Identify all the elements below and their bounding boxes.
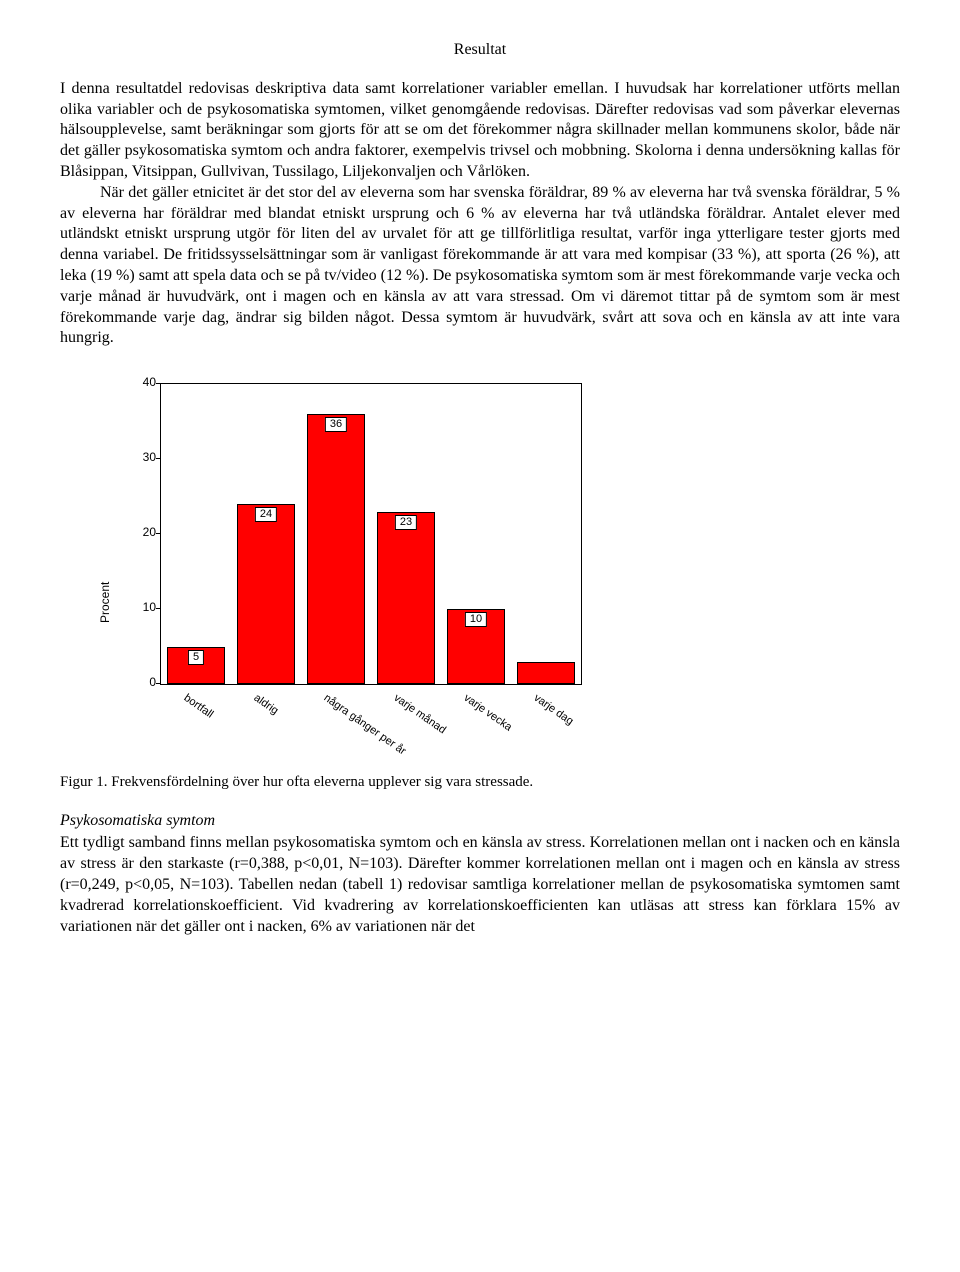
x-tick-label: varje dag — [531, 691, 576, 729]
y-tick-label: 40 — [130, 375, 156, 391]
bar-value-label: 10 — [465, 612, 487, 627]
figure-caption: Figur 1. Frekvensfördelning över hur oft… — [60, 773, 900, 793]
plot-area: 5 24 36 23 10 — [160, 383, 582, 685]
subheading-psykosomatiska: Psykosomatiska symtom — [60, 811, 900, 832]
y-tick-label: 10 — [130, 600, 156, 616]
y-tick-label: 30 — [130, 450, 156, 466]
bar-value-label: 5 — [188, 650, 204, 665]
bar: 5 — [167, 647, 225, 685]
bar-value-label: 36 — [325, 417, 347, 432]
x-tick-label: aldrig — [251, 691, 281, 718]
paragraph-2: När det gäller etnicitet är det stor del… — [60, 184, 900, 347]
bar: 36 — [307, 414, 365, 684]
bar — [517, 662, 575, 685]
bar: 23 — [377, 512, 435, 685]
x-tick-label: varje vecka — [461, 691, 515, 735]
bar: 24 — [237, 504, 295, 684]
page-title: Resultat — [60, 40, 900, 61]
bar-value-label: 24 — [255, 507, 277, 522]
y-tick-label: 0 — [130, 675, 156, 691]
paragraph-3: Ett tydligt samband finns mellan psykoso… — [60, 833, 900, 937]
y-axis-label: Procent — [98, 582, 114, 623]
paragraph-1: I denna resultatdel redovisas deskriptiv… — [60, 80, 900, 180]
bar: 10 — [447, 609, 505, 684]
x-tick-label: varje månad — [391, 691, 449, 737]
bar-value-label: 23 — [395, 515, 417, 530]
x-tick-label: bortfall — [181, 691, 216, 722]
body-text-block: I denna resultatdel redovisas deskriptiv… — [60, 79, 900, 349]
bar-chart: 5 24 36 23 10 Procent 0 10 20 30 40 bortfall aldri… — [90, 373, 610, 753]
bar-chart-figure: 5 24 36 23 10 Procent 0 10 20 30 40 bortfall aldri… — [90, 373, 900, 753]
y-tick-label: 20 — [130, 525, 156, 541]
